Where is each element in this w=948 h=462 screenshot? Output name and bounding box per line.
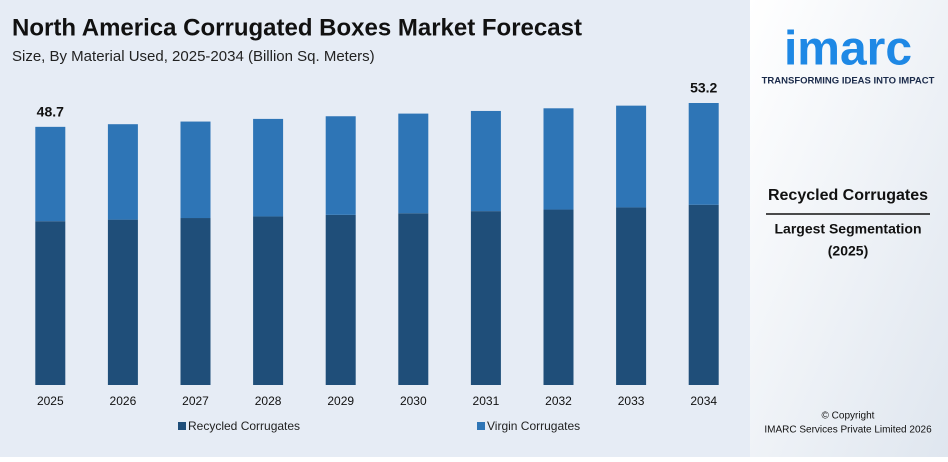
x-tick-label: 2030 bbox=[400, 394, 427, 408]
bar-segment bbox=[398, 213, 429, 385]
bar-segment bbox=[253, 118, 284, 217]
x-tick-label: 2033 bbox=[618, 394, 645, 408]
bar-segment bbox=[253, 216, 284, 385]
bar-segment bbox=[543, 108, 574, 210]
bar-segment bbox=[180, 218, 211, 385]
bar-segment bbox=[543, 209, 574, 385]
highlight-segment: Recycled Corrugates bbox=[768, 187, 928, 204]
legend-label: Virgin Corrugates bbox=[487, 419, 580, 433]
bar-segment bbox=[688, 103, 719, 205]
copyright: IMARC Services Private Limited 2026 bbox=[764, 425, 932, 436]
x-tick-label: 2026 bbox=[110, 394, 137, 408]
bar-segment bbox=[325, 116, 356, 215]
x-tick-label: 2025 bbox=[37, 394, 64, 408]
bar-segment bbox=[325, 214, 356, 385]
caption: (2025) bbox=[828, 243, 868, 259]
x-tick-label: 2034 bbox=[690, 394, 717, 408]
legend-swatch bbox=[477, 422, 485, 430]
bar-segment bbox=[616, 105, 647, 208]
x-tick-label: 2027 bbox=[182, 394, 209, 408]
bar-segment bbox=[35, 126, 66, 222]
legend-label: Recycled Corrugates bbox=[188, 419, 300, 433]
bar-segment bbox=[688, 204, 719, 385]
side-panel bbox=[750, 0, 948, 457]
x-tick-label: 2032 bbox=[545, 394, 572, 408]
total-label: 48.7 bbox=[37, 104, 64, 120]
bar-segment bbox=[470, 211, 501, 385]
bar-segment bbox=[35, 221, 66, 385]
chart-title: North America Corrugated Boxes Market Fo… bbox=[12, 14, 582, 41]
bar-segment bbox=[107, 124, 138, 220]
tagline: TRANSFORMING IDEAS INTO IMPACT bbox=[762, 76, 935, 87]
bar-segment bbox=[616, 207, 647, 385]
total-label: 53.2 bbox=[690, 80, 717, 96]
bar-segment bbox=[470, 110, 501, 212]
x-tick-label: 2029 bbox=[327, 394, 354, 408]
bar-segment bbox=[180, 121, 211, 219]
caption: Largest Segmentation bbox=[774, 221, 921, 237]
x-tick-label: 2028 bbox=[255, 394, 282, 408]
copyright: © Copyright bbox=[822, 411, 875, 422]
bar-segment bbox=[398, 113, 429, 214]
x-tick-label: 2031 bbox=[473, 394, 500, 408]
bar-segment bbox=[107, 219, 138, 385]
legend-swatch bbox=[178, 422, 186, 430]
chart-subtitle: Size, By Material Used, 2025-2034 (Billi… bbox=[12, 48, 375, 65]
logo: imarc bbox=[784, 23, 912, 76]
